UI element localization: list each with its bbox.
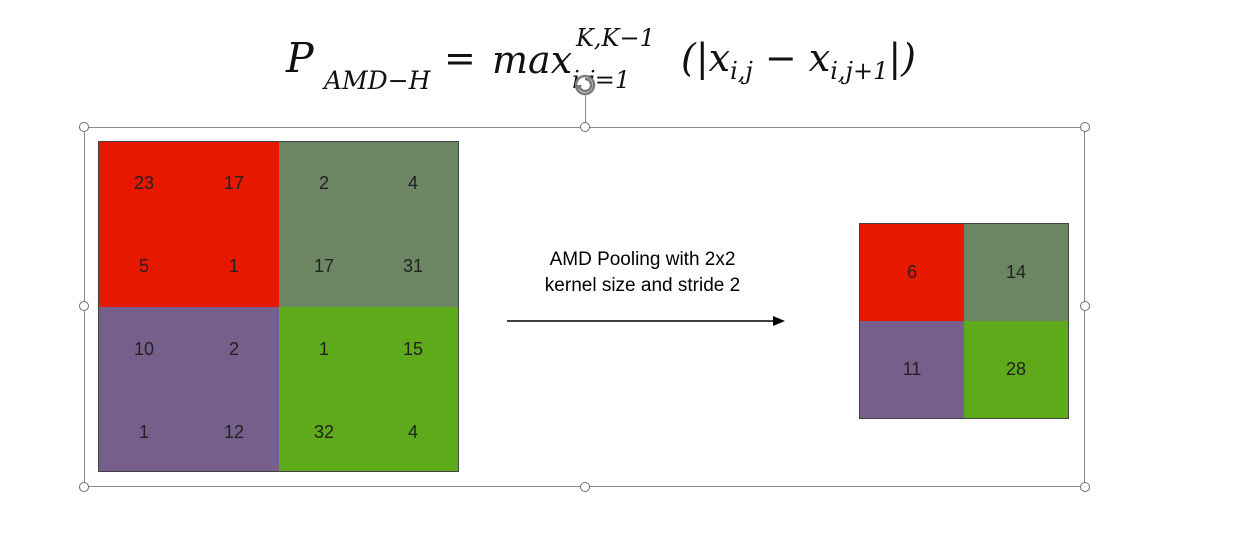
input-quadrant-bottom-right — [279, 307, 458, 471]
formula-body-close: |) — [888, 36, 917, 80]
input-cell-r3c2: 32 — [313, 421, 335, 442]
resize-handle-middle-left[interactable] — [79, 301, 89, 311]
formula-body-open: (|x — [681, 36, 731, 80]
formula-body-mid: − x — [752, 36, 831, 80]
formula-p: P — [286, 34, 314, 82]
resize-handle-middle-right[interactable] — [1080, 301, 1090, 311]
output-grid: 6 14 11 28 — [859, 223, 1069, 419]
formula-body-sub2: i,j+1 — [830, 57, 889, 85]
input-cell-r2c2: 1 — [318, 338, 329, 359]
input-cell-r0c2: 2 — [318, 172, 329, 193]
input-cell-r0c3: 4 — [407, 172, 418, 193]
output-cell-r1c1: 28 — [964, 321, 1068, 418]
input-quadrant-top-right — [279, 142, 458, 307]
input-cell-r2c3: 15 — [402, 338, 424, 359]
rotation-handle-line — [585, 90, 586, 127]
input-cell-r3c0: 1 — [138, 421, 149, 442]
output-cell-r0c1: 14 — [964, 224, 1068, 321]
formula-max-superscript: K,K−1 — [576, 24, 655, 52]
resize-handle-top-left[interactable] — [79, 122, 89, 132]
input-cell-r1c1: 1 — [228, 255, 239, 276]
formula-p-subscript: AMD−H — [324, 66, 431, 95]
input-cell-r1c3: 31 — [402, 255, 424, 276]
input-cell-r2c0: 10 — [133, 338, 155, 359]
input-cell-r2c1: 2 — [228, 338, 239, 359]
resize-handle-bottom-left[interactable] — [79, 482, 89, 492]
resize-handle-bottom-right[interactable] — [1080, 482, 1090, 492]
output-cell-r1c0: 11 — [860, 321, 964, 418]
input-quadrant-bottom-left — [99, 307, 279, 471]
pooling-formula: P AMD−H = max K,K−1 i,j=1 (|xi,j − xi,j+… — [286, 18, 946, 108]
operation-label-line2: kernel size and stride 2 — [544, 275, 741, 296]
resize-handle-top-middle[interactable] — [580, 122, 590, 132]
operation-label: AMD Pooling with 2x2 kernel size and str… — [505, 247, 780, 299]
formula-max: max — [492, 38, 573, 82]
formula-equals: = — [444, 36, 476, 80]
input-cell-r1c2: 17 — [313, 255, 335, 276]
resize-handle-bottom-middle[interactable] — [580, 482, 590, 492]
operation-label-line1: AMD Pooling with 2x2 — [549, 249, 736, 270]
input-cell-r3c1: 12 — [223, 421, 245, 442]
right-arrow-icon — [507, 316, 785, 326]
input-quadrant-top-left — [99, 142, 279, 307]
input-cell-r0c0: 23 — [133, 172, 155, 193]
input-cell-r1c0: 5 — [138, 255, 149, 276]
output-cell-r0c0: 6 — [860, 224, 964, 321]
resize-handle-top-right[interactable] — [1080, 122, 1090, 132]
formula-body: (|xi,j − xi,j+1|) — [681, 36, 916, 85]
input-cell-r3c3: 4 — [407, 421, 418, 442]
input-cell-r0c1: 17 — [223, 172, 245, 193]
input-grid: 23 17 2 4 5 1 17 31 10 2 1 15 1 12 32 4 — [98, 141, 459, 472]
formula-body-sub1: i,j — [730, 57, 753, 85]
rotate-icon[interactable] — [572, 72, 598, 98]
